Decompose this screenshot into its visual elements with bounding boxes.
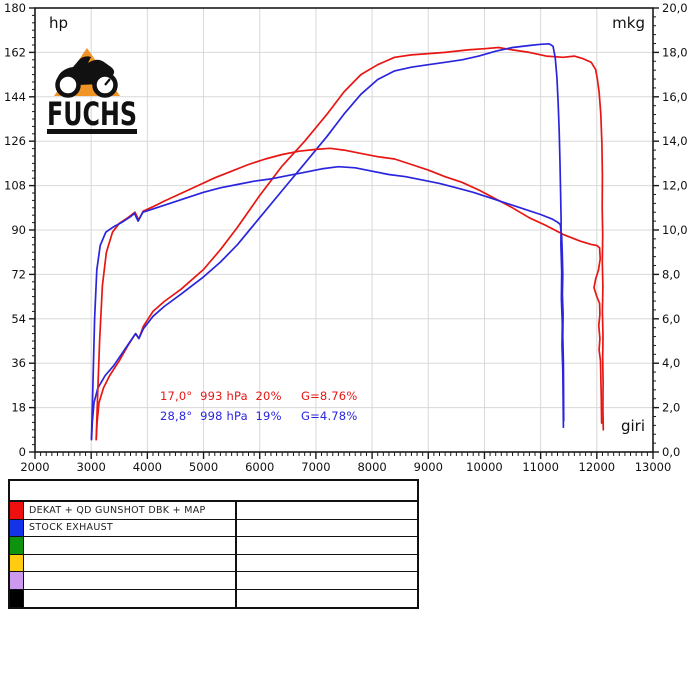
y-right-axis-title: mkg bbox=[612, 14, 645, 32]
svg-text:10,0: 10,0 bbox=[662, 223, 688, 237]
legend-value-cell bbox=[237, 590, 417, 608]
svg-text:16,0: 16,0 bbox=[662, 90, 688, 104]
y-left-axis-title: hp bbox=[49, 14, 68, 32]
legend-value-cell bbox=[237, 572, 417, 589]
legend-label: STOCK EXHAUST bbox=[24, 519, 237, 536]
svg-text:20,0: 20,0 bbox=[662, 1, 688, 15]
dyno-chart: 0 18 36 54 72 90 108 126 144 162 180 0,0 2,0 4,0 6,0 8,… bbox=[4, 1, 688, 474]
legend-value-cell bbox=[237, 537, 417, 554]
svg-text:3000: 3000 bbox=[77, 460, 106, 474]
svg-text:0: 0 bbox=[19, 445, 26, 459]
legend-row bbox=[10, 537, 417, 555]
svg-text:12000: 12000 bbox=[579, 460, 616, 474]
svg-text:18,0: 18,0 bbox=[662, 45, 688, 59]
svg-text:8,0: 8,0 bbox=[662, 267, 680, 281]
fuchs-logo: FUCHS bbox=[47, 48, 137, 134]
svg-text:9000: 9000 bbox=[414, 460, 443, 474]
svg-text:8000: 8000 bbox=[357, 460, 386, 474]
svg-text:6000: 6000 bbox=[245, 460, 274, 474]
legend-color-swatch bbox=[10, 572, 24, 589]
legend-color-swatch bbox=[10, 519, 24, 536]
svg-text:162: 162 bbox=[4, 45, 26, 59]
legend-label bbox=[24, 572, 237, 589]
logo-underline bbox=[47, 129, 137, 134]
curve-torque-stock-exhaust bbox=[90, 165, 565, 440]
legend-row: STOCK EXHAUST bbox=[10, 519, 417, 537]
svg-text:2,0: 2,0 bbox=[662, 401, 680, 415]
legend-color-swatch bbox=[10, 589, 24, 607]
legend-value-cell bbox=[237, 555, 417, 572]
svg-text:18: 18 bbox=[11, 401, 26, 415]
legend-table: DEKAT + QD GUNSHOT DBK + MAP STOCK EXHAUS… bbox=[8, 479, 419, 609]
legend-label bbox=[24, 589, 237, 607]
legend-value-cell bbox=[237, 502, 417, 519]
legend-color-swatch bbox=[10, 554, 24, 571]
svg-text:0,0: 0,0 bbox=[662, 445, 680, 459]
svg-text:4,0: 4,0 bbox=[662, 356, 680, 370]
svg-text:180: 180 bbox=[4, 1, 26, 15]
legend-rows: DEKAT + QD GUNSHOT DBK + MAP STOCK EXHAUS… bbox=[10, 502, 417, 607]
legend-header-row bbox=[10, 481, 417, 502]
annotation-run-red: 17,0° 993 hPa 20% G=8.76% bbox=[160, 389, 358, 403]
svg-text:54: 54 bbox=[11, 312, 26, 326]
svg-text:108: 108 bbox=[4, 179, 26, 193]
legend-label bbox=[24, 554, 237, 571]
svg-text:126: 126 bbox=[4, 134, 26, 148]
svg-text:11000: 11000 bbox=[522, 460, 559, 474]
motorcycle-icon bbox=[55, 56, 118, 98]
legend-row: DEKAT + QD GUNSHOT DBK + MAP bbox=[10, 502, 417, 520]
svg-text:14,0: 14,0 bbox=[662, 134, 688, 148]
legend-label: DEKAT + QD GUNSHOT DBK + MAP bbox=[24, 502, 237, 519]
x-axis-title: giri bbox=[621, 417, 645, 435]
svg-text:6,0: 6,0 bbox=[662, 312, 680, 326]
svg-text:36: 36 bbox=[11, 356, 26, 370]
legend-color-swatch bbox=[10, 537, 24, 554]
annotation-run-blue: 28,8° 998 hPa 19% G=4.78% bbox=[160, 409, 358, 423]
svg-text:7000: 7000 bbox=[301, 460, 330, 474]
legend-row bbox=[10, 554, 417, 572]
svg-text:2000: 2000 bbox=[20, 460, 49, 474]
legend-color-swatch bbox=[10, 502, 24, 519]
svg-text:13000: 13000 bbox=[635, 460, 672, 474]
svg-text:12,0: 12,0 bbox=[662, 179, 688, 193]
svg-text:90: 90 bbox=[11, 223, 26, 237]
svg-text:10000: 10000 bbox=[466, 460, 503, 474]
curve-power-stock-exhaust bbox=[90, 42, 565, 441]
legend-value-cell bbox=[237, 520, 417, 537]
legend-row bbox=[10, 572, 417, 590]
svg-text:4000: 4000 bbox=[133, 460, 162, 474]
svg-text:5000: 5000 bbox=[189, 460, 218, 474]
logo-text: FUCHS bbox=[47, 95, 137, 133]
legend-label bbox=[24, 537, 237, 554]
legend-row bbox=[10, 589, 417, 608]
svg-text:72: 72 bbox=[11, 267, 26, 281]
svg-text:144: 144 bbox=[4, 90, 26, 104]
